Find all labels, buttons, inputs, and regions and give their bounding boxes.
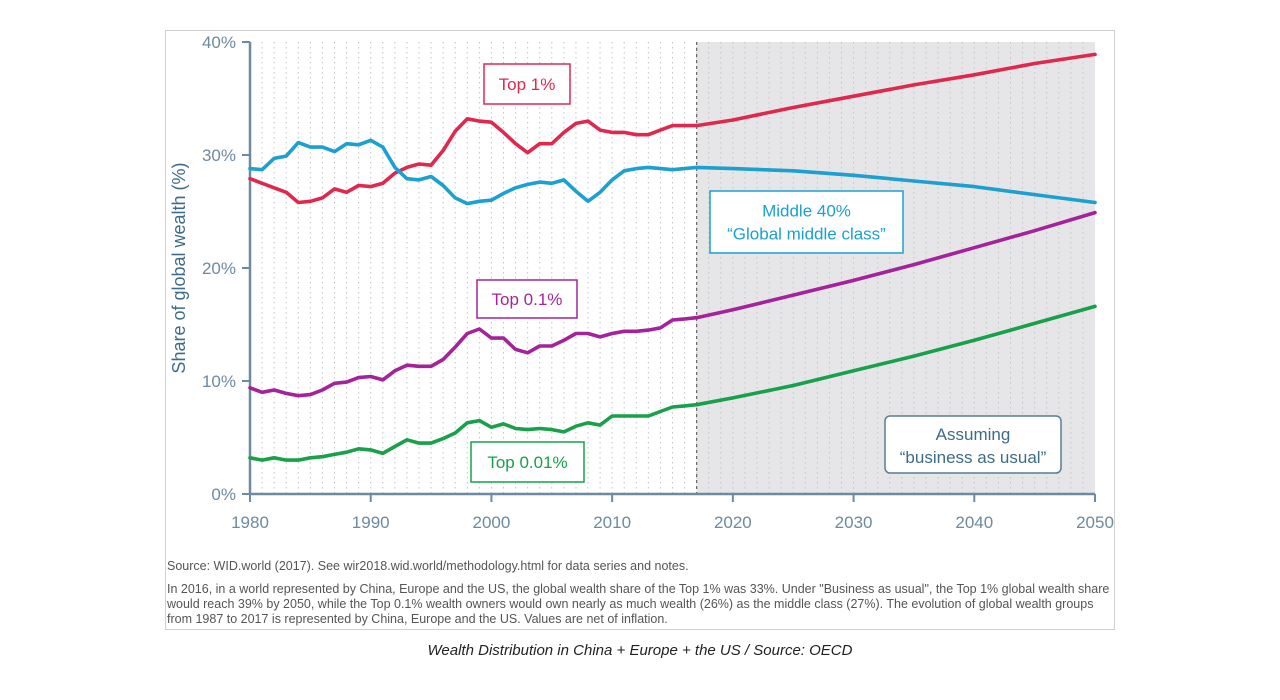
x-tick-label: 2000 (473, 513, 511, 532)
chart-figure: 0% 10% 20% 30% 40% 1980 1990 2000 2010 2020 2030 20… (165, 30, 1115, 630)
series-line-top001 (248, 304, 1097, 462)
tick-labels: 0% 10% 20% 30% 40% 1980 1990 2000 2010 2020 2030 20… (202, 33, 1114, 532)
x-tick-label: 1980 (231, 513, 269, 532)
series-label-box (476, 279, 578, 319)
projection-note-line2: “business as usual” (900, 448, 1047, 467)
series-label-box (709, 190, 904, 254)
series-label-box (483, 63, 571, 105)
series-label-top001: Top 0.01% (470, 441, 585, 483)
series-label-text: Top 1% (499, 75, 556, 94)
series-line-middle40 (248, 138, 1097, 206)
line-chart: 0% 10% 20% 30% 40% 1980 1990 2000 2010 2020 2030 20… (169, 33, 1114, 532)
y-tick-label: 10% (202, 372, 236, 391)
data-series (248, 52, 1097, 462)
series-label-box (470, 441, 585, 483)
series-label-text: Top 0.01% (487, 453, 567, 472)
y-tick-label: 40% (202, 33, 236, 52)
projection-note-line1: Assuming (936, 425, 1011, 444)
x-tick-label: 2050 (1076, 513, 1114, 532)
series-labels: Top 1% Middle 40% “Global middle class” Top… (470, 63, 1062, 483)
y-axis-label: Share of global wealth (%) (169, 162, 189, 373)
x-tick-label: 1990 (352, 513, 390, 532)
x-tick-label: 2020 (714, 513, 752, 532)
figure-caption: Wealth Distribution in China + Europe + … (427, 642, 853, 659)
series-label-text: Top 0.1% (492, 290, 563, 309)
series-label-top1: Top 1% (483, 63, 571, 105)
x-tick-label: 2010 (593, 513, 631, 532)
series-label-text: “Global middle class” (727, 225, 886, 244)
series-label-middle40: Middle 40% “Global middle class” (709, 190, 904, 254)
footnote-text: In 2016, in a world represented by China… (167, 582, 1110, 626)
projection-note: Assuming “business as usual” (884, 415, 1062, 474)
series-line-top01 (248, 210, 1097, 398)
series-label-text: Middle 40% (762, 202, 851, 221)
x-tick-label: 2030 (835, 513, 873, 532)
x-tick-label: 2040 (955, 513, 993, 532)
projection-note-box (884, 415, 1062, 474)
source-note: Source: WID.world (2017). See wir2018.wi… (167, 559, 689, 573)
y-tick-label: 20% (202, 259, 236, 278)
y-tick-label: 30% (202, 146, 236, 165)
y-tick-label: 0% (211, 485, 236, 504)
series-line-top1 (248, 52, 1097, 205)
series-label-top01: Top 0.1% (476, 279, 578, 319)
